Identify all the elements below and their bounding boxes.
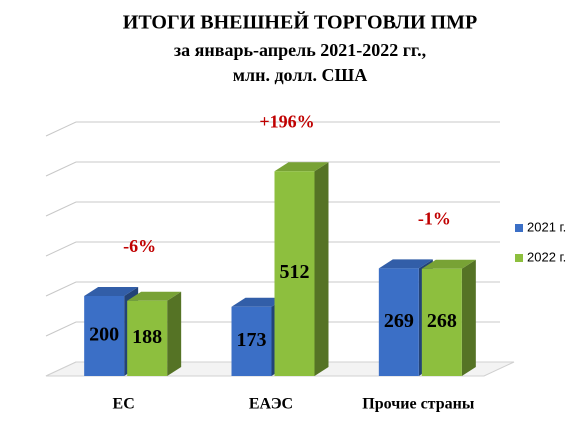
chart-subtitle: за январь-апрель 2021-2022 гг., — [174, 40, 426, 60]
bar — [127, 291, 182, 376]
bar-face — [421, 268, 462, 376]
data-label: 188 — [132, 326, 162, 348]
legend-swatch — [515, 224, 523, 232]
grid-line — [45, 161, 500, 177]
bar-face — [461, 259, 476, 376]
bar-face — [127, 291, 182, 301]
x-tick-label: ЕАЭС — [249, 396, 293, 413]
bar — [274, 162, 329, 376]
grid-line — [45, 201, 500, 217]
data-label: 173 — [237, 329, 267, 351]
bar-face — [421, 259, 476, 269]
bar-face — [314, 162, 329, 376]
grid-line — [45, 241, 500, 257]
legend-label: 2022 г. — [527, 249, 566, 264]
x-tick-label: ЕС — [113, 396, 135, 413]
bar-face — [274, 162, 329, 172]
bar-face — [378, 268, 419, 376]
data-label: 269 — [384, 310, 414, 332]
annotation: -6% — [123, 236, 156, 256]
bar-face — [84, 296, 125, 376]
grid-line — [45, 321, 500, 337]
annotation: +196% — [259, 111, 314, 131]
legend-swatch — [515, 254, 523, 262]
grid-line — [45, 281, 500, 297]
bar-face — [167, 291, 182, 376]
bar-face — [378, 259, 433, 269]
chart-title: ИТОГИ ВНЕШНЕЙ ТОРГОВЛИ ПМР — [123, 11, 477, 34]
x-tick-label: Прочие страны — [362, 396, 475, 413]
bar-face — [231, 297, 286, 307]
chart-units: млн. долл. США — [233, 65, 368, 85]
bar — [421, 259, 476, 376]
data-label: 268 — [427, 310, 457, 332]
bar-face — [127, 300, 168, 376]
bar-face — [84, 287, 139, 296]
grid-line — [45, 121, 500, 137]
annotation: -1% — [418, 209, 451, 229]
legend-label: 2021 г. — [527, 219, 566, 234]
bar-face — [274, 171, 315, 376]
data-label: 512 — [280, 261, 310, 283]
bar-face — [231, 306, 272, 376]
data-label: 200 — [89, 324, 119, 346]
